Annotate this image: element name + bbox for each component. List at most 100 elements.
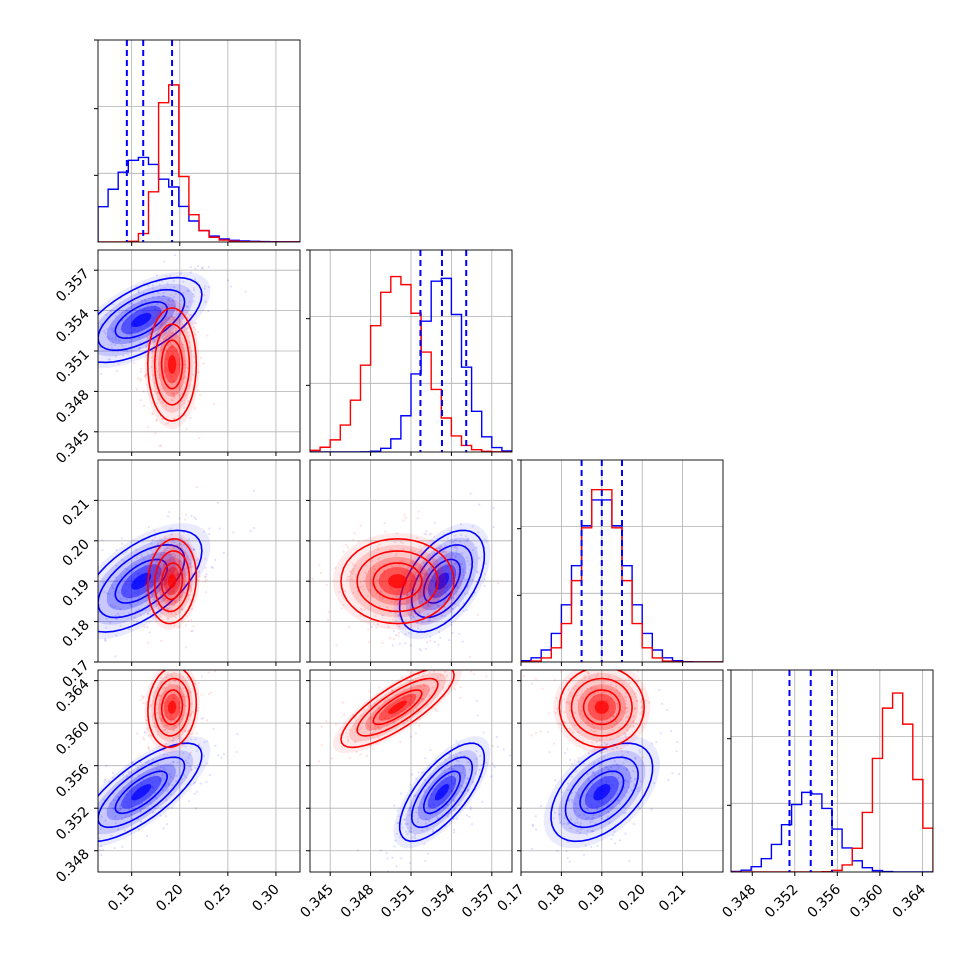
sample-point (388, 705, 391, 708)
sample-point (155, 619, 158, 622)
sample-point (425, 574, 429, 577)
sample-point (393, 600, 397, 603)
sample-point (377, 706, 380, 709)
sample-point (252, 489, 256, 492)
sample-point (415, 666, 417, 668)
sample-point (355, 750, 358, 753)
sample-point (383, 569, 386, 572)
sample-point (175, 347, 178, 350)
sample-point (393, 804, 396, 807)
sample-point (427, 818, 430, 822)
sample-point (185, 366, 188, 369)
sample-point (130, 302, 134, 305)
sample-point (182, 695, 186, 698)
sample-point (435, 558, 438, 561)
sample-point (173, 599, 177, 602)
sample-point (453, 779, 457, 782)
sample-point (615, 721, 618, 725)
sample-point (155, 418, 158, 421)
sample-point (409, 783, 412, 786)
sample-point (190, 589, 193, 592)
sample-point (610, 697, 613, 700)
sample-point (168, 380, 171, 383)
sample-point (369, 588, 372, 592)
sample-point (109, 604, 112, 607)
sample-point (440, 575, 443, 578)
sample-point (138, 347, 142, 350)
sample-point (176, 761, 179, 764)
sample-point (415, 777, 418, 780)
sample-point (465, 814, 469, 817)
sample-point (335, 723, 338, 726)
sample-point (120, 558, 124, 561)
sample-point (359, 727, 362, 730)
sample-point (160, 676, 163, 679)
sample-point (625, 728, 629, 732)
sample-point (438, 605, 441, 608)
sample-point (173, 728, 176, 732)
sample-point (170, 345, 174, 348)
sample-point (400, 857, 403, 860)
sample-point (191, 677, 194, 680)
sample-point (160, 779, 163, 782)
sample-point (170, 762, 173, 765)
sample-point (395, 552, 398, 555)
sample-point (411, 550, 414, 553)
sample-point (412, 701, 415, 704)
sample-point (44, 336, 46, 338)
sample-point (430, 793, 433, 796)
sample-point (563, 698, 566, 701)
sample-point (94, 830, 96, 832)
sample-point (415, 576, 419, 579)
sample-point (598, 814, 602, 817)
sample-point (183, 347, 186, 350)
sample-point (611, 772, 614, 775)
sample-point (113, 326, 116, 330)
sample-point (366, 724, 370, 727)
sample-point (100, 853, 103, 857)
sample-point (491, 744, 494, 748)
sample-point (530, 734, 533, 737)
sample-point (478, 503, 481, 506)
blue-contour (114, 300, 169, 340)
sample-point (105, 764, 108, 767)
sample-point (69, 349, 71, 351)
sample-point (451, 553, 455, 556)
sample-point (409, 549, 412, 552)
sample-point (203, 293, 206, 297)
sample-point (320, 743, 323, 747)
sample-point (172, 697, 176, 700)
sample-point (579, 721, 582, 724)
sample-point (378, 712, 381, 715)
sample-point (671, 772, 674, 775)
sample-point (357, 540, 360, 543)
sample-point (629, 776, 633, 780)
sample-point (156, 733, 159, 736)
sample-point (148, 631, 151, 634)
sample-point (359, 614, 362, 617)
sample-point (454, 602, 457, 606)
y-tick-label: 0.357 (53, 266, 93, 306)
sample-point (163, 700, 166, 704)
sample-point (561, 791, 564, 794)
sample-point (369, 580, 372, 584)
sample-point (184, 624, 188, 627)
sample-point (207, 266, 210, 269)
sample-point (464, 578, 467, 581)
sample-point (177, 574, 180, 577)
sample-point (346, 740, 350, 743)
sample-point (457, 568, 460, 571)
sample-point (166, 355, 169, 359)
sample-point (375, 716, 378, 719)
sample-point (176, 577, 179, 581)
sample-point (624, 691, 627, 695)
sample-point (178, 701, 181, 704)
sample-point (600, 768, 604, 771)
panel-frame (97, 459, 301, 663)
sample-point (428, 804, 432, 807)
sample-point (398, 560, 402, 563)
blue-contour (114, 770, 169, 815)
blue-contour (98, 529, 203, 633)
sample-point (212, 403, 216, 406)
sample-point (610, 688, 613, 691)
